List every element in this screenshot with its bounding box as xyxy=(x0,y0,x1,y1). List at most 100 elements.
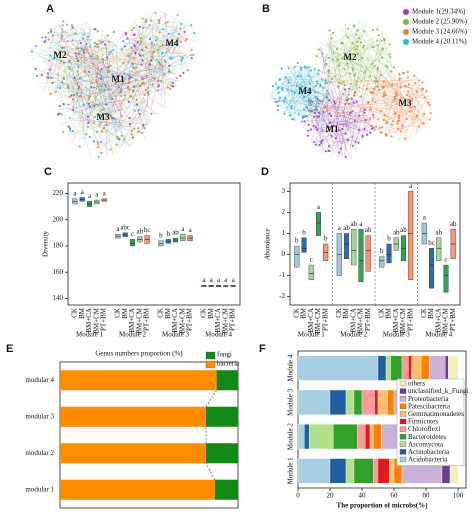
x-axis-label: The proportion of microbs(%) xyxy=(337,502,429,510)
box xyxy=(358,229,364,283)
network-edge xyxy=(284,68,310,114)
network-edge xyxy=(386,87,415,100)
network-node xyxy=(328,29,331,32)
network-edge xyxy=(42,57,98,69)
network-edge xyxy=(385,93,423,122)
network-node xyxy=(428,118,431,121)
network-node xyxy=(341,127,344,131)
network-edge xyxy=(378,74,387,112)
network-edge xyxy=(85,72,129,93)
network-node xyxy=(100,151,103,155)
network-edge xyxy=(330,96,343,135)
legend-marker xyxy=(403,19,409,25)
network-edge xyxy=(310,100,330,128)
network-edge xyxy=(81,35,107,100)
network-node xyxy=(309,103,312,106)
network-edge xyxy=(82,76,151,97)
network-node xyxy=(143,93,146,96)
network-node xyxy=(141,77,144,81)
network-node xyxy=(108,52,111,56)
network-node xyxy=(299,66,302,69)
network-edge xyxy=(312,105,377,120)
network-edge xyxy=(164,26,178,46)
network-edge xyxy=(367,76,374,82)
module-label: M1 xyxy=(112,74,125,84)
box xyxy=(301,237,307,253)
network-edge xyxy=(322,37,375,114)
network-node xyxy=(410,98,414,101)
legend-label: bacteria xyxy=(217,360,240,368)
network-node xyxy=(361,56,364,60)
network-node xyxy=(100,85,103,88)
x-category-label: Module 3 xyxy=(383,331,411,339)
network-node xyxy=(75,91,79,94)
network-edge xyxy=(110,48,115,61)
network-node xyxy=(141,26,145,30)
network-node xyxy=(332,52,335,55)
x-category-label: Module 1 xyxy=(298,331,326,339)
significance-letter: c xyxy=(131,230,134,238)
network-edge xyxy=(383,82,408,88)
network-node xyxy=(105,124,108,127)
network-edge xyxy=(383,81,410,103)
network-edge xyxy=(75,49,135,101)
network-node xyxy=(123,94,126,97)
network-node xyxy=(96,45,99,49)
network-edge xyxy=(295,82,301,108)
significance-letter: a xyxy=(409,182,413,190)
network-node xyxy=(109,51,112,54)
network-edge xyxy=(371,89,430,97)
x-tick-label: CK xyxy=(292,308,300,318)
network-edge xyxy=(130,58,153,82)
network-node xyxy=(169,87,172,90)
network-edge xyxy=(56,40,82,68)
network-edge xyxy=(128,31,131,58)
significance-letter: b xyxy=(380,247,384,255)
network-node xyxy=(123,45,126,48)
network-edge xyxy=(380,76,389,80)
network-edge xyxy=(62,30,68,33)
network-edge xyxy=(96,103,119,124)
network-node xyxy=(71,39,74,42)
network-node xyxy=(318,143,321,147)
network-node xyxy=(81,37,85,40)
network-edge xyxy=(55,37,71,87)
network-edge xyxy=(366,90,377,130)
network-node xyxy=(141,48,144,51)
network-edge xyxy=(286,105,337,126)
network-edge xyxy=(378,126,409,130)
network-edge xyxy=(280,100,292,106)
network-edge xyxy=(110,51,145,126)
network-node xyxy=(96,55,99,58)
network-edge xyxy=(127,118,151,148)
network-edge xyxy=(397,100,416,124)
x-tick-label: CK xyxy=(199,308,207,318)
network-edge xyxy=(161,53,166,106)
network-node xyxy=(308,66,311,69)
network-edge xyxy=(127,34,150,57)
network-edge xyxy=(65,81,108,100)
legend-label: Acidobacteria xyxy=(408,456,448,464)
network-edge xyxy=(337,23,368,68)
network-edge xyxy=(285,84,330,96)
network-edge xyxy=(119,68,132,82)
network-node xyxy=(307,74,310,77)
network-edge xyxy=(409,116,419,121)
network-node xyxy=(292,118,295,121)
network-node xyxy=(61,46,64,49)
x-tick-label: 60 xyxy=(391,492,399,500)
network-node xyxy=(103,126,106,130)
network-node xyxy=(407,90,410,93)
bar-segment xyxy=(373,424,382,450)
network-node xyxy=(91,82,94,85)
network-node xyxy=(330,37,333,40)
network-node xyxy=(130,76,133,79)
network-edge xyxy=(131,74,176,87)
network-edge xyxy=(152,71,172,74)
network-node xyxy=(425,90,428,93)
network-edge xyxy=(319,48,358,151)
network-edge xyxy=(313,103,324,111)
network-edge xyxy=(278,82,306,89)
network-node xyxy=(112,30,115,34)
network-node xyxy=(157,48,160,52)
